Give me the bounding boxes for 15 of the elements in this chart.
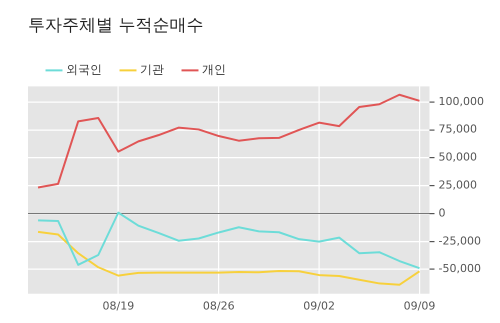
legend-label: 개인 [202, 62, 226, 77]
legend-label: 기관 [140, 62, 164, 77]
x-tick-label: 08/26 [202, 299, 235, 312]
y-tick-label: 75,000 [438, 122, 478, 136]
y-tick-label: 100,000 [438, 94, 484, 108]
legend-label: 외국인 [66, 62, 102, 77]
x-tick-label: 08/19 [102, 299, 134, 312]
y-tick-label: 0 [438, 206, 446, 220]
x-tick-label: 09/09 [404, 299, 436, 312]
y-tick-label: 50,000 [438, 150, 478, 164]
chart-title: 투자주체별 누적순매수 [28, 16, 204, 36]
y-tick-label: -25,000 [438, 234, 481, 248]
y-tick-label: -50,000 [438, 262, 481, 276]
x-tick-label: 09/02 [303, 299, 335, 312]
y-tick-label: 25,000 [438, 178, 478, 192]
